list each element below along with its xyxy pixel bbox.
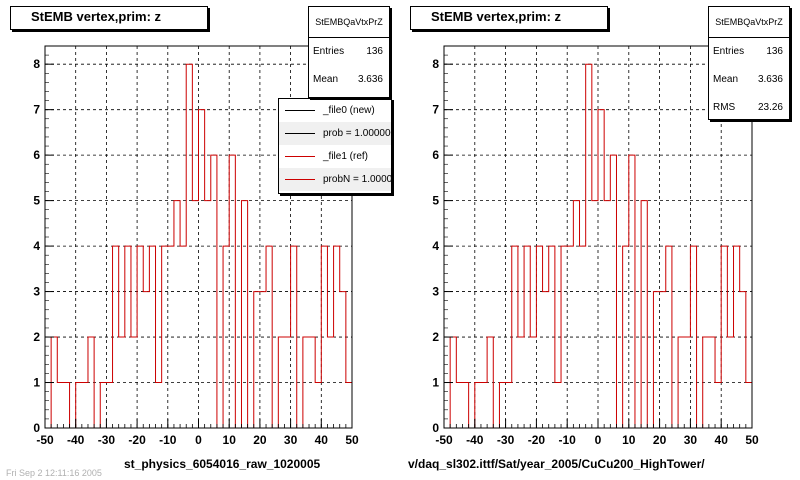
legend-entry-probn: probN = 1.000000 bbox=[279, 168, 391, 191]
stats-row-entries: Entries 136 bbox=[309, 38, 389, 66]
x-tick-label: -40 bbox=[67, 433, 85, 447]
y-tick-label: 6 bbox=[33, 148, 40, 162]
x-tick-label: -10 bbox=[559, 433, 577, 447]
stats-label: Entries bbox=[713, 46, 745, 57]
histogram-plot-right: -50 -40 -30 -20 -10 0 10 20 30 40 50 0 1 2 3 4 5 6 7 8 bbox=[432, 45, 759, 447]
x-tick-label: 0 bbox=[195, 433, 202, 447]
y-tick-label: 4 bbox=[33, 239, 40, 253]
y-tick-label: 7 bbox=[33, 103, 40, 117]
stats-label: Mean bbox=[313, 74, 339, 85]
x-tick-label: -30 bbox=[497, 433, 515, 447]
histogram-series bbox=[444, 63, 753, 429]
right-title-text: StEMB vertex,prim: z bbox=[431, 9, 562, 24]
x-tick-label: 50 bbox=[345, 433, 359, 447]
x-tick-label: -30 bbox=[98, 433, 116, 447]
y-tick-label: 2 bbox=[33, 330, 40, 344]
x-tick-label: 40 bbox=[715, 433, 729, 447]
y-tick-label: 6 bbox=[432, 148, 439, 162]
x-tick-label: -20 bbox=[528, 433, 546, 447]
legend-swatch bbox=[285, 156, 315, 157]
x-tick-label: -50 bbox=[36, 433, 54, 447]
legend-label: _file1 (ref) bbox=[323, 151, 369, 162]
y-tick-label: 8 bbox=[33, 57, 40, 71]
left-title-text: StEMB vertex,prim: z bbox=[31, 9, 162, 24]
legend-entry-file0: _file0 (new) bbox=[279, 99, 391, 122]
right-x-caption: v/daq_sl302.ittf/Sat/year_2005/CuCu200_H… bbox=[408, 457, 705, 471]
legend-entry-prob: prob = 1.000000 bbox=[279, 122, 391, 145]
x-tick-label: 50 bbox=[745, 433, 759, 447]
y-tick-label: 2 bbox=[432, 330, 439, 344]
x-tick-label: -10 bbox=[159, 433, 177, 447]
y-tick-label: 3 bbox=[33, 285, 40, 299]
left-histogram-title: StEMB vertex,prim: z bbox=[10, 6, 208, 30]
legend-swatch bbox=[285, 110, 315, 111]
x-tick-label: -40 bbox=[466, 433, 484, 447]
x-tick-label: 10 bbox=[622, 433, 636, 447]
y-tick-label: 1 bbox=[432, 376, 439, 390]
legend-label: prob = 1.000000 bbox=[323, 128, 392, 139]
legend-swatch bbox=[285, 179, 315, 180]
y-tick-label: 3 bbox=[432, 285, 439, 299]
x-tick-label: 20 bbox=[253, 433, 267, 447]
stats-row-mean: Mean 3.636 bbox=[709, 66, 789, 94]
stats-label: RMS bbox=[713, 102, 736, 113]
x-tick-label: 30 bbox=[284, 433, 298, 447]
y-tick-label: 0 bbox=[33, 421, 40, 435]
stats-name: StEMBQaVtxPrZ bbox=[309, 7, 389, 38]
stats-row-rms: RMS 23.26 bbox=[709, 94, 789, 122]
x-tick-label: 10 bbox=[223, 433, 237, 447]
y-tick-label: 5 bbox=[432, 194, 439, 208]
stats-name: StEMBQaVtxPrZ bbox=[709, 7, 789, 38]
histogram-series bbox=[45, 63, 353, 429]
stats-value: 3.636 bbox=[757, 74, 783, 85]
y-tick-label: 8 bbox=[432, 57, 439, 71]
x-tick-label: 20 bbox=[653, 433, 667, 447]
left-legend: _file0 (new) prob = 1.000000 _file1 (ref… bbox=[278, 98, 392, 194]
right-stats-box: StEMBQaVtxPrZ Entries 136 Mean 3.636 RMS… bbox=[708, 6, 790, 120]
legend-swatch bbox=[285, 133, 315, 134]
stats-row-mean: Mean 3.636 bbox=[309, 66, 389, 94]
x-tick-label: 40 bbox=[315, 433, 329, 447]
y-tick-label: 1 bbox=[33, 376, 40, 390]
x-tick-label: 0 bbox=[595, 433, 602, 447]
right-histogram-title: StEMB vertex,prim: z bbox=[410, 6, 608, 30]
stats-label: Mean bbox=[713, 74, 739, 85]
legend-entry-file1: _file1 (ref) bbox=[279, 145, 391, 168]
left-stats-box: StEMBQaVtxPrZ Entries 136 Mean 3.636 bbox=[308, 6, 390, 98]
x-tick-label: 30 bbox=[684, 433, 698, 447]
y-tick-label: 4 bbox=[432, 239, 439, 253]
legend-label: _file0 (new) bbox=[323, 105, 375, 116]
stats-label: Entries bbox=[313, 46, 345, 57]
stats-value: 136 bbox=[766, 46, 783, 57]
legend-label: probN = 1.000000 bbox=[323, 174, 392, 185]
x-tick-label: -50 bbox=[435, 433, 453, 447]
left-x-caption: st_physics_6054016_raw_1020005 bbox=[124, 457, 321, 471]
y-tick-label: 7 bbox=[432, 103, 439, 117]
y-tick-label: 0 bbox=[432, 421, 439, 435]
stats-row-entries: Entries 136 bbox=[709, 38, 789, 66]
stats-value: 23.26 bbox=[757, 102, 783, 113]
timestamp-footer: Fri Sep 2 12:11:16 2005 bbox=[6, 468, 102, 478]
y-tick-label: 5 bbox=[33, 194, 40, 208]
stats-value: 136 bbox=[366, 46, 383, 57]
stats-value: 3.636 bbox=[357, 74, 383, 85]
x-tick-label: -20 bbox=[128, 433, 146, 447]
